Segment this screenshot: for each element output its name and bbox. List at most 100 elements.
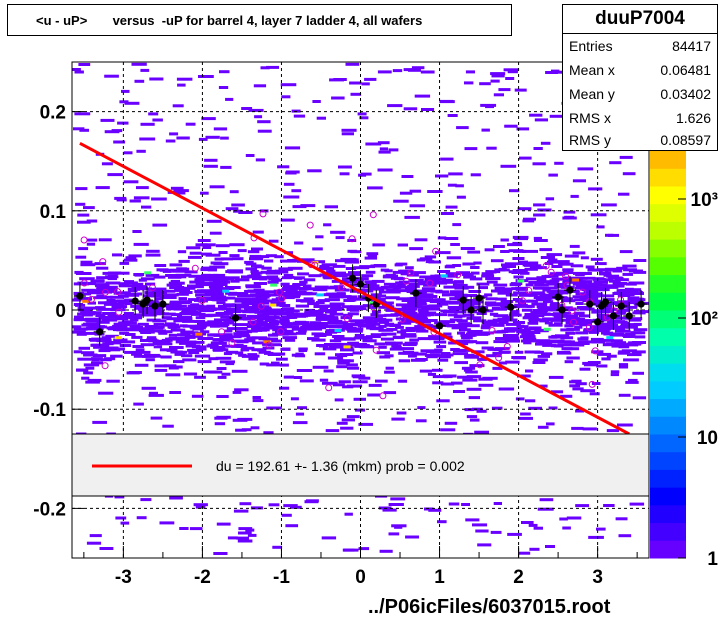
histogram-bin <box>617 423 633 427</box>
histogram-bin <box>622 172 636 176</box>
histogram-bin <box>628 378 638 382</box>
histogram-bin <box>172 104 184 108</box>
histogram-bin <box>498 88 511 92</box>
histogram-bin <box>390 497 406 501</box>
histogram-bin <box>130 304 145 308</box>
histogram-bin <box>505 339 520 342</box>
stats-row-rms-y: RMS y 0.08597 <box>569 129 711 153</box>
histogram-bin <box>436 345 447 349</box>
histogram-bin <box>173 191 186 195</box>
histogram-bin <box>284 325 300 329</box>
histogram-bin <box>269 319 278 323</box>
histogram-bin <box>454 310 467 314</box>
histogram-bin <box>250 271 263 275</box>
histogram-bin <box>575 504 590 508</box>
histogram-bin <box>312 247 323 251</box>
histogram-bin <box>366 282 377 286</box>
histogram-bin <box>510 310 520 314</box>
histogram-bin <box>195 281 205 285</box>
colorbar-segment <box>650 221 686 240</box>
histogram-bin <box>474 430 489 434</box>
histogram-bin <box>368 383 382 387</box>
histogram-bin <box>239 502 252 506</box>
histogram-bin <box>572 179 586 183</box>
open-marker <box>115 308 123 316</box>
open-marker <box>259 210 267 218</box>
histogram-bin <box>173 189 189 193</box>
profile-point <box>554 293 562 301</box>
histogram-bin <box>144 326 155 330</box>
histogram-bin <box>609 333 622 337</box>
histogram-bin <box>85 366 95 370</box>
profile-point <box>131 297 139 305</box>
histogram-bin <box>354 343 370 347</box>
histogram-bin <box>225 362 235 366</box>
profile-point <box>348 274 357 282</box>
histogram-bin <box>329 78 344 82</box>
histogram-bin <box>350 305 365 309</box>
histogram-bin <box>494 307 507 311</box>
histogram-bin <box>231 369 248 373</box>
histogram-bin <box>610 339 623 343</box>
open-marker <box>337 284 345 292</box>
histogram-bin <box>601 203 617 207</box>
histogram-bin <box>432 381 444 385</box>
histogram-bin <box>380 268 390 272</box>
histogram-bin <box>543 312 559 316</box>
histogram-bin <box>297 406 307 410</box>
histogram-bin <box>96 320 110 324</box>
histogram-bin <box>622 264 637 268</box>
histogram-bin <box>452 223 462 227</box>
x-tick-label: 2 <box>513 567 524 588</box>
histogram-bin <box>566 516 582 520</box>
histogram-bin <box>623 335 635 338</box>
histogram-bin <box>553 344 564 348</box>
x-tick-label: -2 <box>194 567 211 588</box>
histogram-bin <box>524 350 541 354</box>
histogram-bin <box>231 203 245 207</box>
histogram-bin <box>452 290 463 294</box>
histogram-bin <box>546 422 555 426</box>
histogram-bin <box>511 356 526 359</box>
histogram-bin <box>119 261 130 265</box>
histogram-bin <box>159 268 171 272</box>
histogram-bin <box>486 280 498 284</box>
histogram-bin <box>495 337 511 340</box>
histogram-bin <box>559 517 568 521</box>
histogram-bin <box>394 308 406 312</box>
histogram-bin <box>152 223 168 227</box>
profile-points <box>73 264 648 346</box>
stats-value: 0.08597 <box>660 132 711 148</box>
histogram-bin <box>257 129 272 133</box>
histogram-bin <box>432 368 443 372</box>
histogram-bin <box>551 277 568 281</box>
histogram-bin <box>192 327 204 331</box>
histogram-bin <box>315 304 330 308</box>
histogram-bin <box>284 146 301 150</box>
histogram-bin <box>520 412 531 416</box>
open-marker <box>426 279 434 287</box>
histogram-bin <box>517 374 531 378</box>
histogram-bin <box>128 289 138 292</box>
histogram-bin <box>455 293 468 297</box>
histogram-bin <box>328 304 341 308</box>
histogram-bin <box>539 319 550 323</box>
histogram-bin <box>251 247 263 251</box>
histogram-bin <box>588 330 600 334</box>
histogram-bin <box>402 351 419 355</box>
histogram-bin <box>454 286 469 290</box>
open-marker <box>369 211 377 219</box>
histogram-bin <box>129 199 141 203</box>
histogram-bin <box>601 357 611 361</box>
histogram-bin <box>618 365 629 369</box>
colorbar-tick-label: 10 <box>697 428 718 449</box>
histogram-bin <box>476 282 490 286</box>
histogram-bin <box>338 165 352 169</box>
y-tick-label: -0.1 <box>33 400 66 421</box>
histogram-bin-hot <box>269 303 277 307</box>
histogram-bin <box>370 264 387 268</box>
histogram-bin <box>475 341 489 345</box>
histogram-bin <box>435 290 450 294</box>
histogram-bin <box>619 343 628 347</box>
histogram-bin <box>453 315 463 318</box>
